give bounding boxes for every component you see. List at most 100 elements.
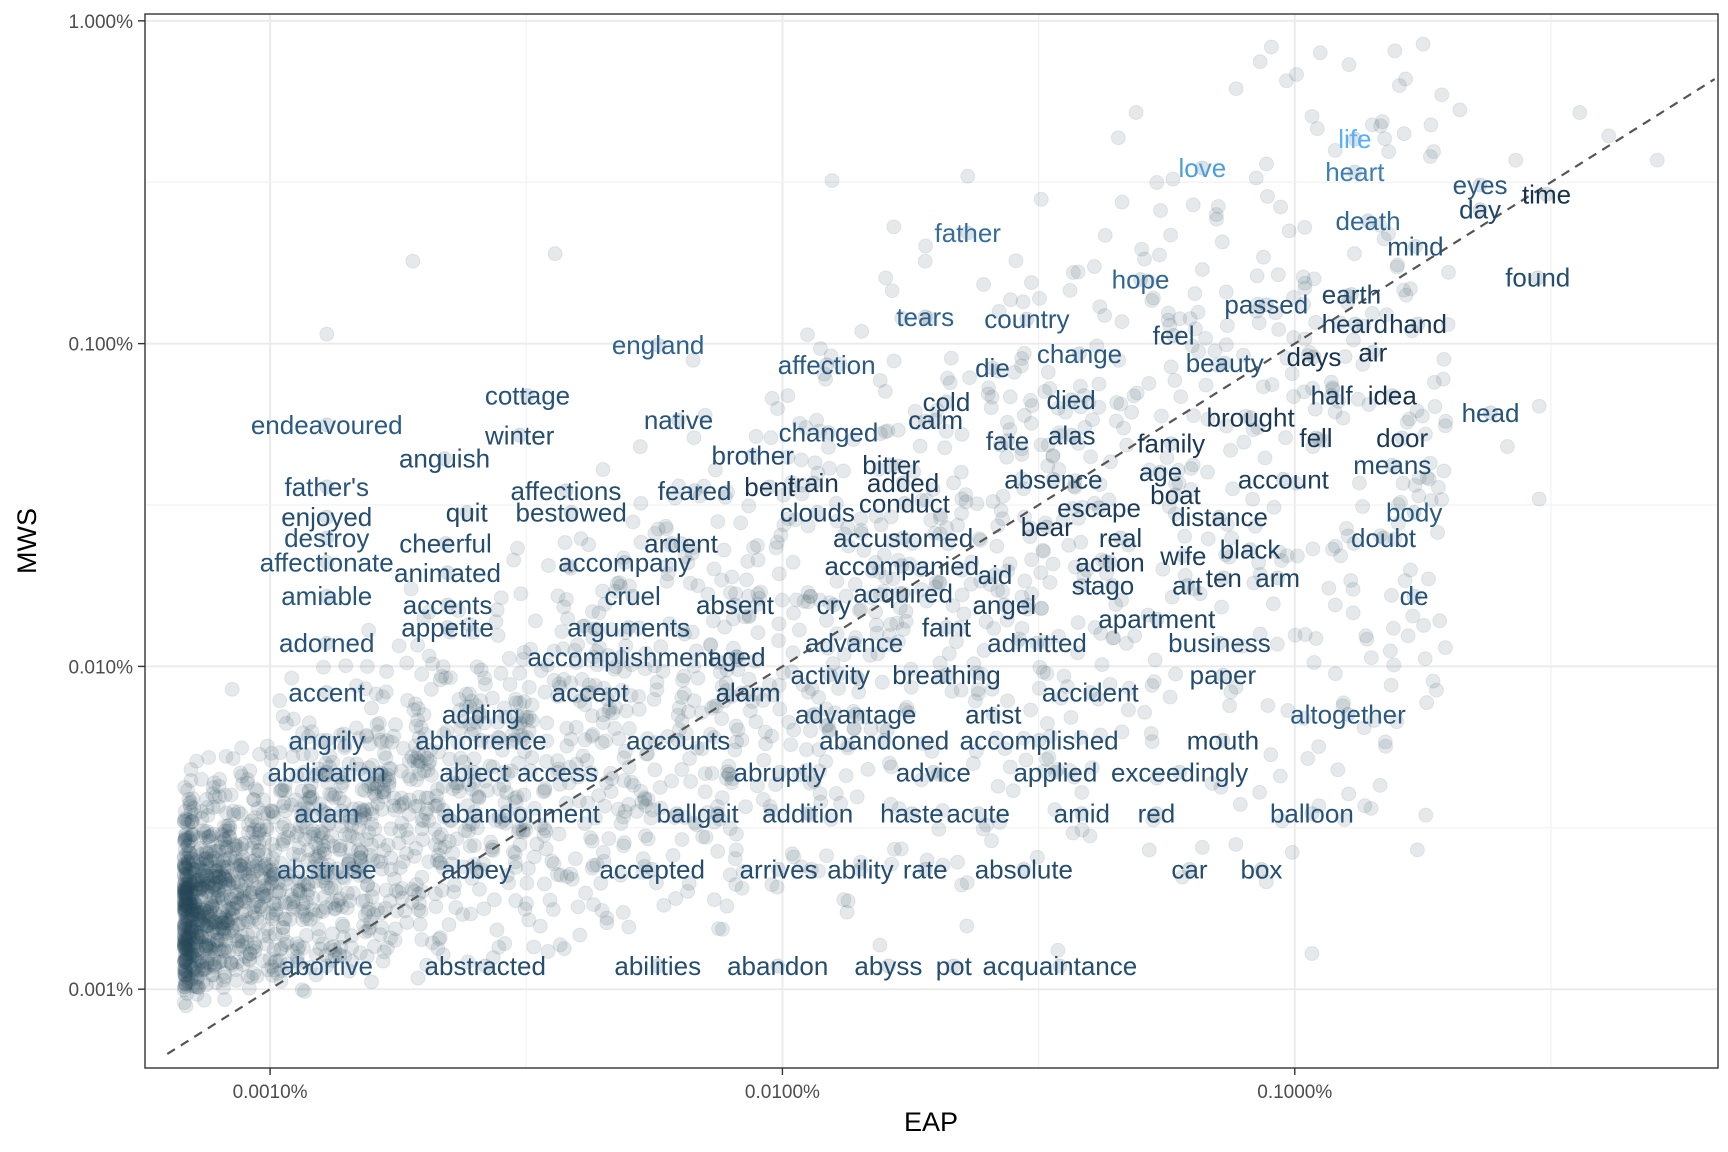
point (819, 612, 835, 628)
word-label: faint (922, 612, 972, 642)
point (219, 863, 235, 879)
point (432, 840, 448, 856)
point (177, 937, 193, 953)
point (1127, 628, 1143, 644)
point (539, 657, 555, 673)
point (601, 831, 617, 847)
point (1382, 643, 1398, 659)
point (985, 493, 1001, 509)
point (652, 779, 668, 795)
point (1073, 399, 1089, 415)
point (228, 973, 244, 989)
point (291, 939, 307, 955)
point (1016, 345, 1032, 361)
point (1036, 543, 1052, 559)
point (1311, 739, 1327, 755)
word-label: amid (1054, 799, 1110, 829)
word-label: abhorrence (415, 725, 547, 755)
point (209, 932, 225, 948)
point (519, 712, 535, 728)
point (646, 691, 662, 707)
point (1002, 759, 1018, 775)
point (1436, 463, 1452, 479)
point (1029, 849, 1045, 865)
word-label: calm (908, 405, 963, 435)
point (466, 837, 482, 853)
point (601, 686, 617, 702)
point (375, 953, 391, 969)
point (179, 883, 195, 899)
point (461, 617, 477, 633)
point (621, 919, 637, 935)
word-label: die (975, 353, 1010, 383)
point (1011, 631, 1027, 647)
point (1136, 251, 1152, 267)
point (408, 718, 424, 734)
point (427, 822, 443, 838)
point (1263, 39, 1279, 55)
point (295, 725, 311, 741)
point (1327, 597, 1343, 613)
word-label: mind (1387, 231, 1443, 261)
point (932, 526, 948, 542)
point (595, 462, 611, 478)
point (1162, 689, 1178, 705)
point (584, 604, 600, 620)
point (237, 866, 253, 882)
point (360, 904, 376, 920)
word-label: beauty (1186, 348, 1264, 378)
point (902, 556, 918, 572)
point (264, 911, 280, 927)
point (182, 896, 198, 912)
point (700, 804, 716, 820)
word-label: life (1338, 124, 1371, 154)
point (1341, 786, 1357, 802)
point (1186, 581, 1202, 597)
point (193, 905, 209, 921)
point (607, 721, 623, 737)
word-label: abbey (441, 854, 512, 884)
point (190, 904, 206, 920)
point (1120, 702, 1136, 718)
point (940, 536, 956, 552)
point (552, 679, 568, 695)
point (989, 730, 1005, 746)
point (234, 915, 250, 931)
point (1000, 693, 1016, 709)
point (176, 937, 192, 953)
point (295, 912, 311, 928)
point (496, 812, 512, 828)
point (176, 961, 192, 977)
point (435, 659, 451, 675)
point (194, 873, 210, 889)
point (1335, 698, 1351, 714)
point (515, 709, 531, 725)
point (895, 621, 911, 637)
point (928, 579, 944, 595)
point (720, 484, 736, 500)
point (694, 741, 710, 757)
point (884, 283, 900, 299)
point (793, 452, 809, 468)
point (798, 762, 814, 778)
point (236, 861, 252, 877)
point (791, 622, 807, 638)
point (377, 769, 393, 785)
point (248, 939, 264, 955)
point (182, 948, 198, 964)
point (461, 686, 477, 702)
point (233, 892, 249, 908)
point (256, 871, 272, 887)
point (477, 676, 493, 692)
x-tick-label: 0.1000% (1257, 1082, 1332, 1103)
point (332, 769, 348, 785)
point (402, 792, 418, 808)
word-label: heart (1325, 157, 1385, 187)
point (1065, 265, 1081, 281)
point (266, 809, 282, 825)
word-label: accent (288, 678, 365, 708)
point (982, 577, 998, 593)
point (332, 727, 348, 743)
point (176, 922, 192, 938)
point (638, 746, 654, 762)
